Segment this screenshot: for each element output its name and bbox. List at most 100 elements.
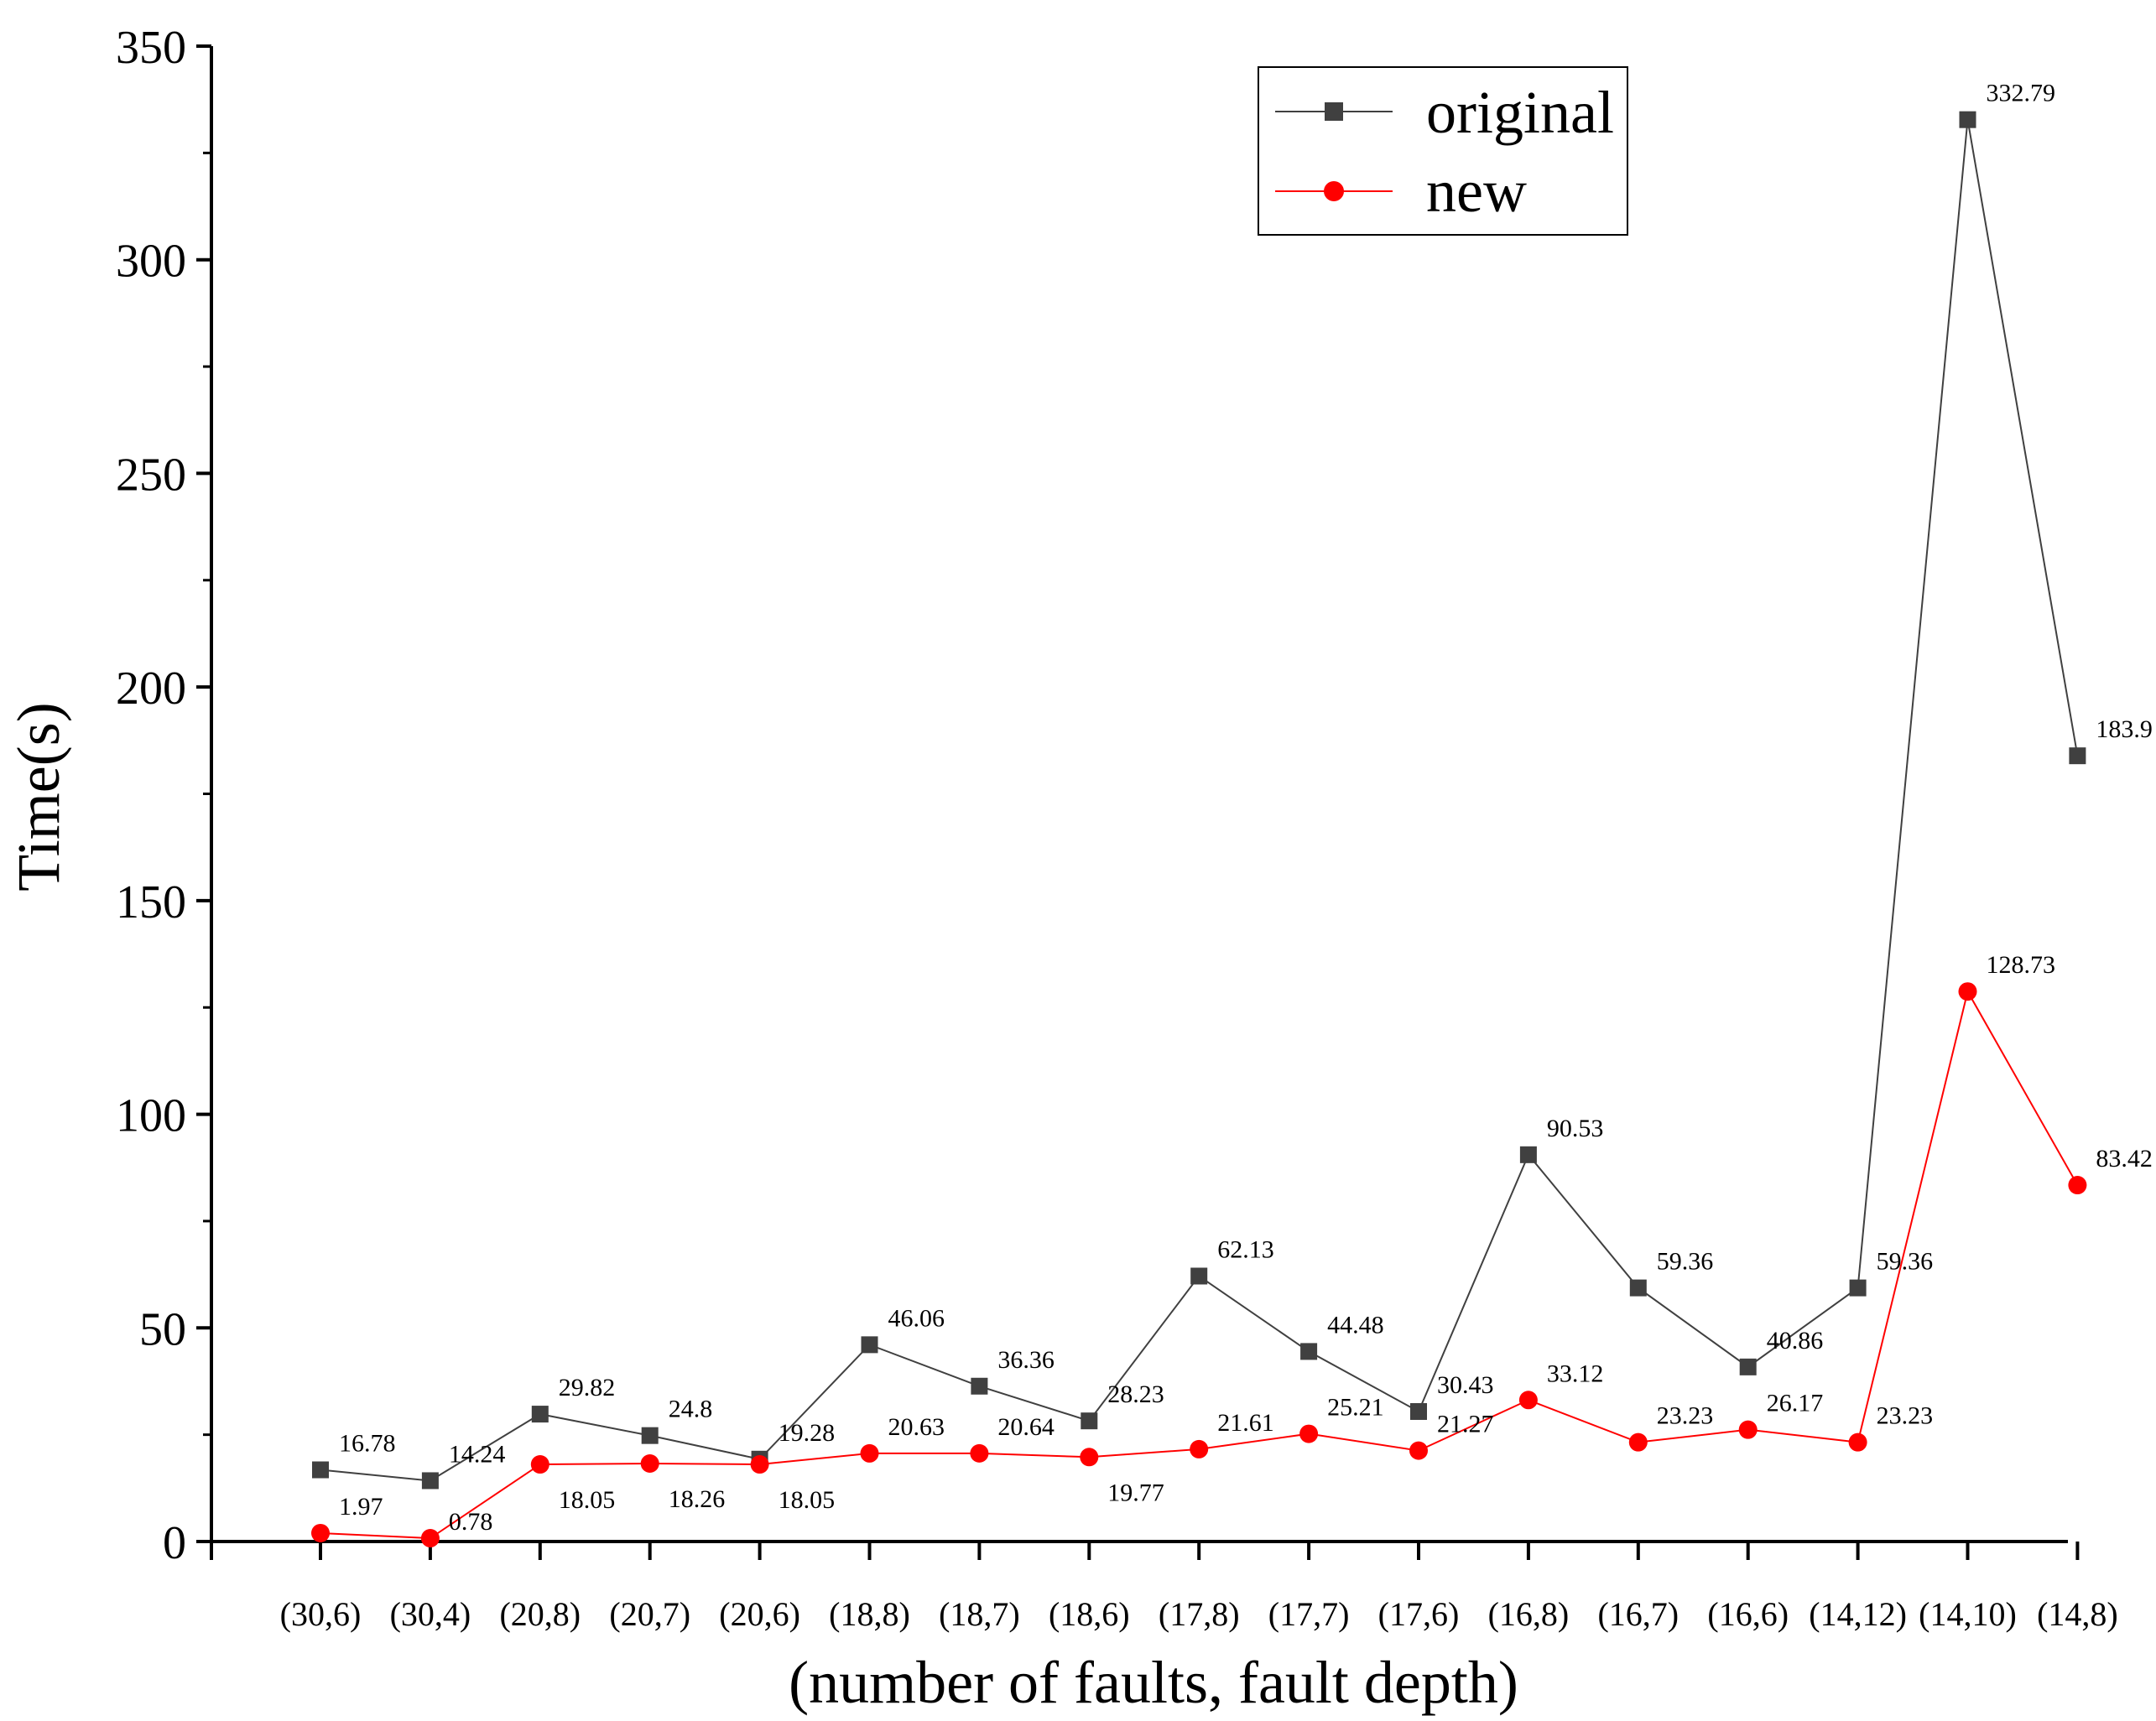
data-label-original: 19.28 <box>779 1419 836 1447</box>
x-tick-label: (14,12) <box>1809 1595 1907 1633</box>
data-label-new: 20.64 <box>997 1413 1055 1441</box>
y-tick-label: 50 <box>139 1303 186 1355</box>
data-label-original: 24.8 <box>669 1396 713 1423</box>
data-label-new: 0.78 <box>449 1508 493 1536</box>
y-tick-label: 300 <box>116 236 186 288</box>
y-tick-label: 200 <box>116 663 186 715</box>
x-tick-label: (20,7) <box>609 1595 690 1633</box>
data-point-new <box>1628 1432 1648 1452</box>
x-tick-label: (17,8) <box>1159 1595 1240 1633</box>
series-layer <box>311 111 2087 1548</box>
data-point-original <box>1300 1343 1318 1360</box>
data-point-original <box>641 1427 659 1444</box>
x-tick-label: (16,7) <box>1597 1595 1679 1633</box>
x-tick-label: (17,7) <box>1268 1595 1350 1633</box>
data-label-original: 28.23 <box>1107 1380 1164 1408</box>
x-tick-label: (18,6) <box>1049 1595 1130 1633</box>
x-axis-ticks: (30,6) (30,4) (20,8) (20,7) (20,6) (18,8) (18,… <box>210 1542 2118 1633</box>
data-point-new <box>750 1455 769 1474</box>
data-label-original: 90.53 <box>1547 1115 1604 1142</box>
data-label-new: 18.05 <box>559 1486 616 1514</box>
data-point-new <box>640 1453 659 1473</box>
x-tick-label: (30,4) <box>390 1595 471 1633</box>
data-point-original <box>1519 1146 1537 1163</box>
data-point-original <box>1959 111 1976 128</box>
data-point-new <box>860 1443 879 1463</box>
x-axis-title: (number of faults, fault depth) <box>789 1649 1518 1716</box>
x-tick-label: (30,6) <box>280 1595 362 1633</box>
legend-marker-new <box>1324 181 1344 201</box>
y-tick-label: 150 <box>116 876 186 928</box>
data-label-new: 18.26 <box>669 1485 726 1513</box>
data-point-original <box>861 1336 878 1354</box>
x-tick-label: (18,8) <box>829 1595 910 1633</box>
legend-marker-original <box>1325 102 1343 121</box>
data-label-new: 83.42 <box>2096 1145 2153 1172</box>
data-label-original: 62.13 <box>1217 1235 1274 1263</box>
data-label-new: 23.23 <box>1657 1402 1714 1430</box>
data-label-new: 128.73 <box>1987 951 2056 979</box>
x-tick-label: (17,6) <box>1378 1595 1460 1633</box>
data-label-new: 21.27 <box>1437 1411 1494 1438</box>
data-point-original <box>2069 747 2086 765</box>
data-label-new: 18.05 <box>779 1486 836 1514</box>
data-label-original: 36.36 <box>997 1346 1055 1374</box>
data-label-original: 40.86 <box>1767 1327 1824 1354</box>
x-tick-label: (14,10) <box>1919 1595 2017 1633</box>
data-label-original: 332.79 <box>1987 80 2056 107</box>
data-label-new: 1.97 <box>339 1493 383 1521</box>
data-point-new <box>1299 1424 1319 1443</box>
data-label-original: 46.06 <box>888 1304 945 1332</box>
data-point-new <box>1080 1448 1099 1467</box>
data-point-new <box>1958 982 1977 1001</box>
data-point-new <box>1848 1432 1867 1452</box>
x-tick-label: (20,6) <box>719 1595 800 1633</box>
y-axis-ticks: 0 50 100 150 200 250 300 350 <box>116 22 211 1569</box>
y-tick-label: 0 <box>163 1517 186 1569</box>
data-label-original: 16.78 <box>339 1430 396 1458</box>
data-point-new <box>2068 1176 2087 1195</box>
data-label-new: 21.61 <box>1217 1409 1274 1437</box>
x-tick-label: (16,8) <box>1488 1595 1570 1633</box>
data-point-original <box>1739 1358 1757 1375</box>
data-point-new <box>530 1455 549 1474</box>
data-point-original <box>421 1472 439 1490</box>
data-point-original <box>1629 1279 1647 1297</box>
data-labels: 16.78 14.24 29.82 24.8 19.28 46.06 36.36 28.23 6… <box>339 80 2153 1536</box>
legend-box <box>1258 66 1628 236</box>
data-label-original: 29.82 <box>559 1374 616 1401</box>
x-tick-label: (20,8) <box>499 1595 581 1633</box>
data-point-original <box>312 1461 329 1479</box>
data-label-original: 183.9 <box>2096 715 2153 743</box>
data-point-new <box>1518 1391 1538 1410</box>
data-point-new <box>970 1443 989 1463</box>
y-tick-label: 100 <box>116 1090 186 1142</box>
x-tick-label: (14,8) <box>2037 1595 2118 1633</box>
data-point-original <box>1849 1279 1867 1297</box>
data-label-original: 44.48 <box>1327 1311 1384 1339</box>
data-point-new <box>1409 1441 1428 1460</box>
data-label-original: 59.36 <box>1657 1248 1714 1276</box>
data-label-new: 23.23 <box>1877 1402 1934 1430</box>
data-label-new: 25.21 <box>1327 1394 1384 1422</box>
legend-label-original: original <box>1426 79 1614 146</box>
data-label-original: 59.36 <box>1877 1248 1934 1276</box>
y-tick-label: 250 <box>116 449 186 501</box>
x-tick-label: (18,7) <box>939 1595 1020 1633</box>
data-point-new <box>420 1529 440 1548</box>
data-label-new: 26.17 <box>1767 1390 1824 1417</box>
data-point-original <box>1081 1412 1098 1430</box>
data-point-new <box>311 1523 330 1542</box>
legend: original new <box>1258 66 1628 236</box>
axes <box>210 46 2068 1543</box>
legend-label-new: new <box>1426 158 1527 225</box>
data-point-original <box>971 1377 988 1395</box>
data-label-new: 33.12 <box>1547 1360 1604 1387</box>
y-axis-title: Time(s) <box>5 702 72 891</box>
x-tick-label: (16,6) <box>1707 1595 1789 1633</box>
data-point-original <box>531 1406 549 1423</box>
data-point-original <box>1190 1267 1208 1285</box>
y-tick-label: 350 <box>116 22 186 74</box>
data-point-new <box>1190 1439 1209 1458</box>
